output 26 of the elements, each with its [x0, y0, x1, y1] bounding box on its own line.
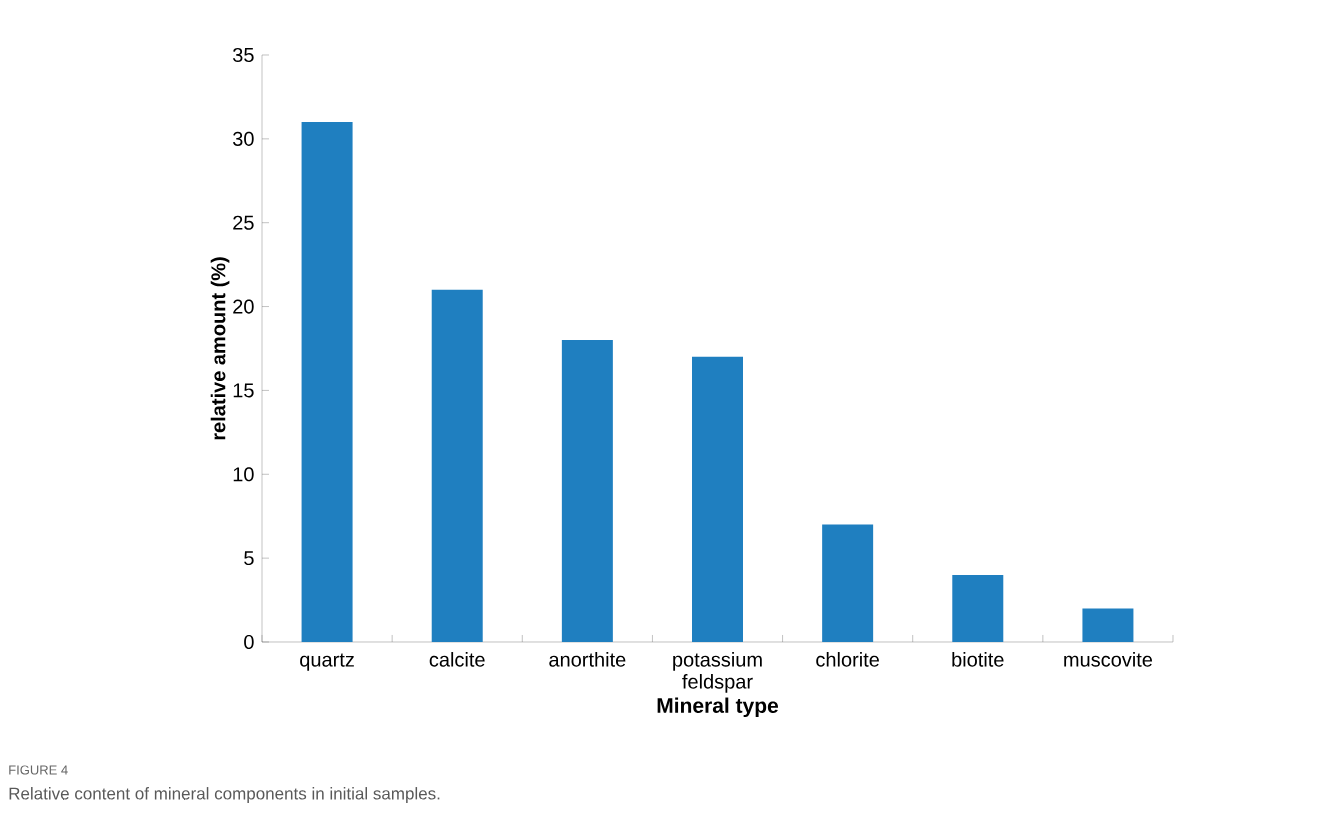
x-tick-label: muscovite — [1064, 652, 1153, 667]
y-tick-label: 35 — [233, 47, 254, 63]
caption: FIGURE 4 — [9, 765, 68, 775]
text: Relative content of mineral components in initial samples. — [9, 787, 440, 803]
y-tick-label: 30 — [233, 131, 254, 146]
x-tick-label: biotite — [952, 652, 1004, 667]
bar — [1082, 608, 1134, 642]
bar — [561, 340, 613, 642]
bar — [301, 122, 353, 642]
x-tick-label: potassium feldspar — [673, 652, 762, 693]
x-tick-label: anorthite — [549, 652, 626, 667]
bar — [692, 356, 743, 642]
y-tick-label: 5 — [244, 551, 254, 566]
y-tick-label: 15 — [233, 383, 254, 398]
x-tick-label: calcite — [429, 652, 485, 667]
bar — [952, 574, 1004, 642]
y-tick-label: 0 — [244, 634, 254, 650]
bar — [822, 524, 874, 642]
x-tick-label: chlorite — [816, 652, 879, 667]
x-tick-label: quartz — [300, 653, 354, 671]
x-axis-title: Mineral type — [657, 697, 779, 718]
y-tick-label: 20 — [233, 299, 254, 314]
y-axis-title: relative amount (%) — [210, 257, 230, 440]
y-tick-label: 10 — [233, 467, 254, 482]
bar — [431, 289, 483, 642]
y-tick-label: 25 — [233, 215, 254, 230]
